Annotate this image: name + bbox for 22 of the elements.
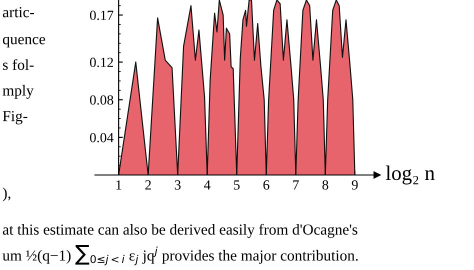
x-tick-label: 1 (116, 180, 122, 190)
text: at this estimate can also be derived easily from d'Ocagne's (2, 224, 358, 238)
text: s fol- (3, 59, 34, 70)
x-tick-label: 8 (322, 180, 328, 190)
text: um ½(q−1) ∑$_{0≤j<i}$ ε$_{j}$ jq$^{j}$ provides the major contribution. (2, 244, 358, 266)
x-tick-label: 2 (145, 180, 151, 190)
y-tick-label: 0.08 (90, 95, 114, 105)
text: mply (2, 84, 34, 99)
x-tick-label: 4 (204, 180, 210, 190)
x-tick-label: 9 (352, 180, 358, 190)
y-tick-label: 0.04 (90, 132, 114, 142)
text: quence (2, 36, 46, 48)
x-tick-label: 3 (174, 180, 181, 190)
x-axis-title: log₂ n (386, 166, 435, 184)
x-tick-label: 7 (293, 180, 299, 190)
x-tick-label: 6 (263, 180, 270, 190)
text: ), (2, 187, 10, 202)
x-tick-label: 5 (234, 180, 240, 190)
text: Fig- (2, 110, 28, 124)
y-tick-label: 0.17 (90, 10, 114, 20)
text: artic- (2, 7, 34, 18)
y-tick-label: 0.12 (90, 58, 113, 68)
